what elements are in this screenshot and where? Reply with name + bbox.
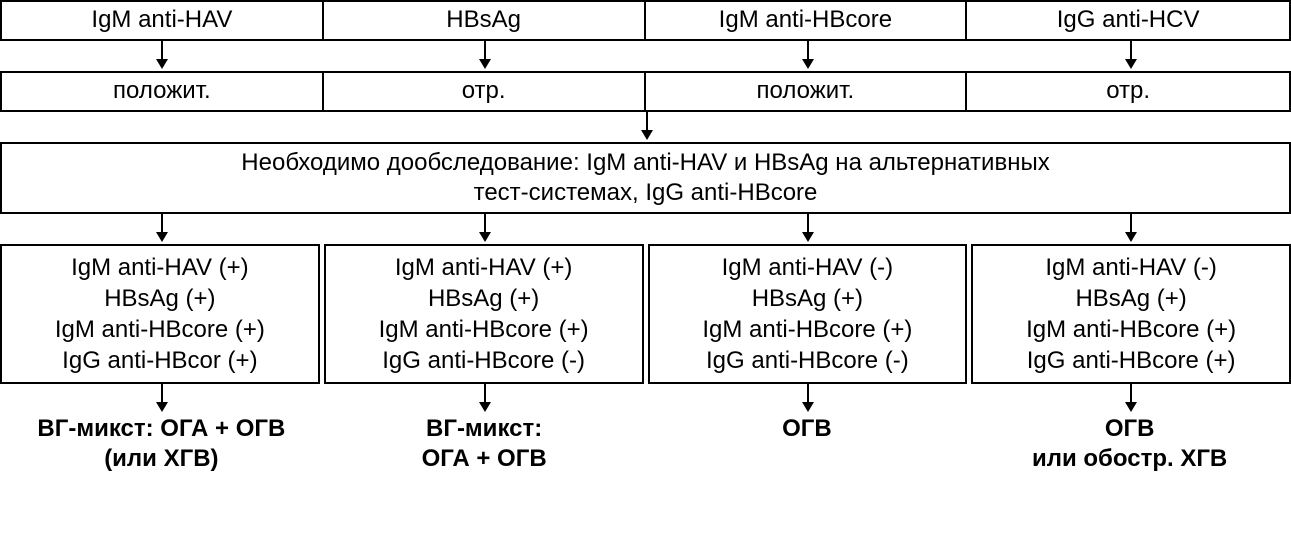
- down-arrow-icon: [1130, 212, 1132, 240]
- result-line: HBsAg (+): [654, 283, 962, 314]
- down-arrow-icon: [807, 382, 809, 410]
- result-box: IgM anti-HAV (+) HBsAg (+) IgM anti-HBco…: [0, 244, 320, 385]
- diagnosis-cell: ОГВ или обостр. ХГВ: [968, 414, 1291, 474]
- result-box: IgM anti-HAV (-) HBsAg (+) IgM anti-HBco…: [648, 244, 968, 385]
- result-line: HBsAg (+): [977, 283, 1285, 314]
- markers-row: IgM anti-HAV HBsAg IgM anti-HBcore IgG a…: [0, 0, 1291, 41]
- result-line: IgM anti-HBcore (+): [330, 314, 638, 345]
- result-line: IgG anti-HBcor (+): [6, 345, 314, 376]
- instruction-box: Необходимо дообследование: IgM anti-HAV …: [0, 142, 1291, 214]
- arrow-layer-3: [0, 214, 1291, 244]
- down-arrow-icon: [807, 212, 809, 240]
- diagnosis-line: ОГА + ОГВ: [327, 444, 642, 474]
- diagnosis-line: ОГВ: [972, 414, 1287, 444]
- status-row: положит. отр. положит. отр.: [0, 71, 1291, 112]
- status-cell: отр.: [324, 73, 646, 110]
- diagnosis-cell: ВГ-микст: ОГА + ОГВ: [323, 414, 646, 474]
- diagnosis-cell: ОГВ: [646, 414, 969, 474]
- result-line: IgM anti-HAV (+): [330, 252, 638, 283]
- arrow-layer-4: [0, 384, 1291, 414]
- marker-label: IgM anti-HBcore: [719, 6, 892, 35]
- result-line: IgM anti-HBcore (+): [977, 314, 1285, 345]
- result-line: IgM anti-HAV (-): [977, 252, 1285, 283]
- down-arrow-icon: [1130, 39, 1132, 67]
- marker-cell: IgM anti-HBcore: [646, 2, 968, 39]
- status-label: положит.: [757, 77, 855, 106]
- down-arrow-icon: [161, 212, 163, 240]
- status-cell: положит.: [2, 73, 324, 110]
- instruction-line: Необходимо дообследование: IgM anti-HAV …: [8, 148, 1283, 178]
- diagnosis-cell: ВГ-микст: ОГА + ОГВ (или ХГВ): [0, 414, 323, 474]
- down-arrow-icon: [807, 39, 809, 67]
- result-line: IgM anti-HAV (+): [6, 252, 314, 283]
- status-label: отр.: [462, 77, 506, 106]
- down-arrow-icon: [484, 382, 486, 410]
- diagnosis-line: (или ХГВ): [4, 444, 319, 474]
- status-cell: отр.: [967, 73, 1289, 110]
- result-box: IgM anti-HAV (-) HBsAg (+) IgM anti-HBco…: [971, 244, 1291, 385]
- diagnosis-line: ВГ-микст:: [327, 414, 642, 444]
- diagnosis-line: ВГ-микст: ОГА + ОГВ: [4, 414, 319, 444]
- marker-label: HBsAg: [446, 6, 521, 35]
- down-arrow-icon: [484, 39, 486, 67]
- arrow-layer-1: [0, 41, 1291, 71]
- arrow-layer-2: [0, 112, 1291, 142]
- down-arrow-icon: [161, 39, 163, 67]
- result-line: IgG anti-HBcore (-): [330, 345, 638, 376]
- instruction-line: тест-системах, IgG anti-HBcore: [8, 178, 1283, 208]
- status-label: отр.: [1106, 77, 1150, 106]
- down-arrow-icon: [1130, 382, 1132, 410]
- results-row: IgM anti-HAV (+) HBsAg (+) IgM anti-HBco…: [0, 244, 1291, 385]
- marker-cell: IgG anti-HCV: [967, 2, 1289, 39]
- result-line: HBsAg (+): [330, 283, 638, 314]
- status-label: положит.: [113, 77, 211, 106]
- marker-cell: IgM anti-HAV: [2, 2, 324, 39]
- diagnosis-line: или обостр. ХГВ: [972, 444, 1287, 474]
- marker-label: IgM anti-HAV: [91, 6, 232, 35]
- marker-label: IgG anti-HCV: [1057, 6, 1200, 35]
- diagnosis-line: ОГВ: [650, 414, 965, 444]
- result-line: HBsAg (+): [6, 283, 314, 314]
- marker-cell: HBsAg: [324, 2, 646, 39]
- status-cell: положит.: [646, 73, 968, 110]
- result-line: IgG anti-HBcore (+): [977, 345, 1285, 376]
- result-line: IgM anti-HBcore (+): [6, 314, 314, 345]
- down-arrow-icon: [484, 212, 486, 240]
- diagnoses-row: ВГ-микст: ОГА + ОГВ (или ХГВ) ВГ-микст: …: [0, 414, 1291, 474]
- result-line: IgG anti-HBcore (-): [654, 345, 962, 376]
- down-arrow-icon: [646, 110, 648, 138]
- down-arrow-icon: [161, 382, 163, 410]
- result-line: IgM anti-HBcore (+): [654, 314, 962, 345]
- result-line: IgM anti-HAV (-): [654, 252, 962, 283]
- result-box: IgM anti-HAV (+) HBsAg (+) IgM anti-HBco…: [324, 244, 644, 385]
